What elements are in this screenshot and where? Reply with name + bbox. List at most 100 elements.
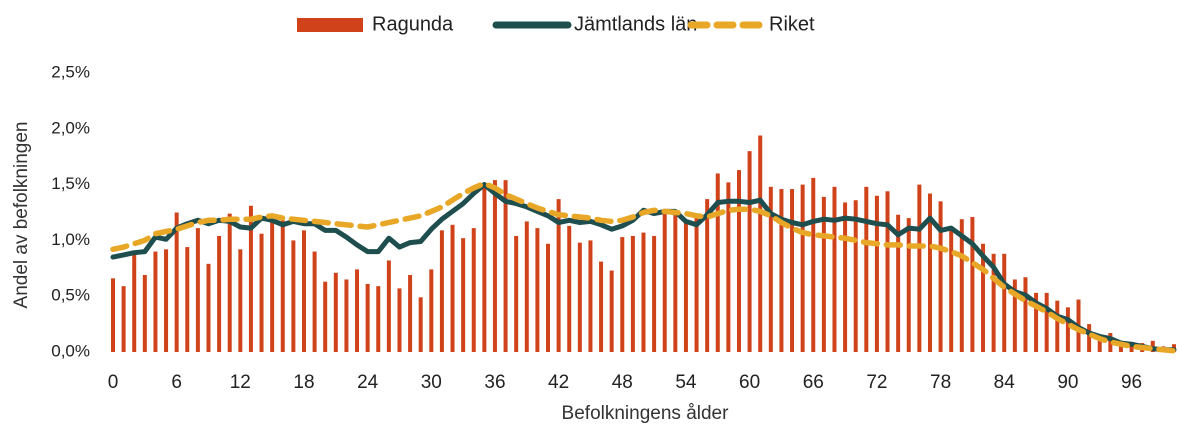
- bar: [609, 270, 614, 352]
- bar: [514, 235, 519, 352]
- bar: [524, 221, 529, 352]
- bar: [927, 193, 932, 352]
- x-tick-label: 42: [548, 372, 569, 393]
- bar: [683, 220, 688, 352]
- bar: [673, 214, 678, 352]
- bar: [142, 274, 147, 352]
- bar: [280, 220, 285, 352]
- bar: [768, 186, 773, 352]
- bar: [195, 228, 200, 352]
- bar: [694, 218, 699, 352]
- bar: [556, 199, 561, 352]
- bar: [227, 213, 232, 352]
- bar: [736, 170, 741, 352]
- legend-label: Jämtlands län: [574, 13, 697, 35]
- bar: [821, 196, 826, 352]
- bar: [1097, 335, 1102, 352]
- bar: [1065, 307, 1070, 352]
- bar: [970, 216, 975, 352]
- x-tick-label: 24: [357, 372, 379, 393]
- bar: [1129, 343, 1134, 352]
- x-tick-label: 6: [171, 372, 182, 393]
- bar: [461, 238, 466, 352]
- bar: [1055, 300, 1060, 352]
- bar: [291, 240, 296, 352]
- bar: [333, 272, 338, 352]
- x-tick-label: 72: [866, 372, 887, 393]
- bar: [439, 230, 444, 352]
- bar: [1044, 292, 1049, 352]
- bar: [450, 224, 455, 352]
- bar: [1012, 279, 1017, 352]
- bar: [906, 218, 911, 352]
- bar: [588, 240, 593, 352]
- bar: [705, 199, 710, 352]
- bar: [376, 286, 381, 352]
- y-tick-label: 0,5%: [51, 286, 90, 305]
- bar: [599, 261, 604, 352]
- bar: [153, 251, 158, 352]
- bar: [832, 186, 837, 352]
- x-tick-label: 78: [930, 372, 951, 393]
- bar: [418, 297, 423, 352]
- y-axis-title: Andel av befolkningen: [11, 122, 32, 309]
- x-axis-title: Befolkningens ålder: [562, 403, 730, 424]
- bar: [811, 177, 816, 352]
- bar: [397, 288, 402, 352]
- bar: [206, 263, 211, 352]
- bar: [217, 235, 222, 352]
- bar: [949, 229, 954, 352]
- bar: [981, 243, 986, 352]
- bar: [800, 184, 805, 352]
- bar: [365, 283, 370, 352]
- bar: [938, 201, 943, 352]
- y-tick-label: 0,0%: [51, 341, 90, 360]
- bar: [482, 187, 487, 352]
- x-tick-label: 54: [675, 372, 697, 393]
- bar: [885, 191, 890, 352]
- x-tick-label: 12: [230, 372, 251, 393]
- bar: [1087, 324, 1092, 352]
- bar: [864, 186, 869, 352]
- bar: [408, 274, 413, 352]
- bar: [185, 247, 190, 352]
- bar: [270, 213, 275, 352]
- bar: [111, 278, 115, 352]
- bar: [917, 184, 922, 352]
- bar: [164, 249, 169, 352]
- bar: [577, 242, 582, 352]
- y-tick-label: 2,0%: [51, 118, 90, 137]
- bar: [853, 200, 858, 352]
- bar: [758, 135, 763, 352]
- bar: [1023, 277, 1028, 352]
- bar: [726, 182, 731, 352]
- x-tick-label: 48: [612, 372, 633, 393]
- bar: [121, 286, 126, 352]
- bar: [620, 237, 625, 352]
- bar: [132, 254, 137, 352]
- bar: [503, 180, 508, 352]
- bar: [301, 230, 306, 352]
- bar: [429, 269, 434, 352]
- bar: [323, 281, 328, 352]
- legend-swatch: [297, 18, 363, 32]
- bar: [747, 151, 752, 352]
- bar: [662, 212, 667, 352]
- bar: [874, 195, 879, 352]
- bar: [535, 228, 540, 352]
- y-tick-label: 1,5%: [51, 174, 90, 193]
- x-tick-label: 0: [108, 372, 119, 393]
- bar: [567, 225, 572, 352]
- bar: [259, 233, 264, 352]
- bar: [248, 205, 253, 352]
- bar: [715, 173, 720, 352]
- x-tick-label: 60: [739, 372, 760, 393]
- x-tick-label: 36: [484, 372, 505, 393]
- line: [110, 180, 1177, 354]
- bar: [641, 232, 646, 352]
- bar: [238, 249, 243, 352]
- bar: [471, 228, 476, 352]
- x-tick-label: 84: [994, 372, 1016, 393]
- y-tick-label: 1,0%: [51, 230, 90, 249]
